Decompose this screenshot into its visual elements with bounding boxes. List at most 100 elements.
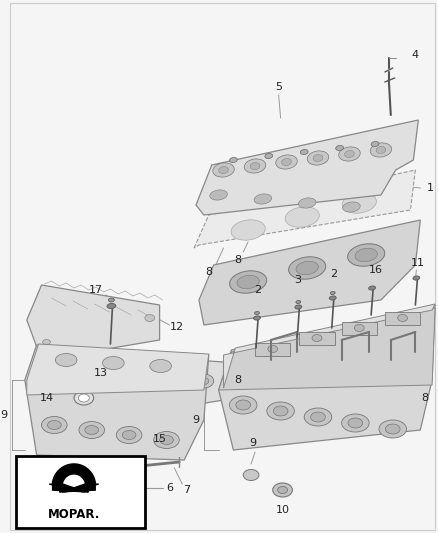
Ellipse shape: [345, 150, 354, 158]
Text: 8: 8: [422, 393, 429, 403]
Polygon shape: [59, 484, 99, 492]
Ellipse shape: [369, 286, 375, 290]
Ellipse shape: [348, 244, 385, 266]
Ellipse shape: [265, 154, 273, 158]
Text: 14: 14: [39, 393, 53, 403]
Text: 8: 8: [235, 255, 242, 265]
Text: 8: 8: [205, 267, 212, 277]
Ellipse shape: [336, 146, 343, 150]
Ellipse shape: [155, 358, 184, 376]
Text: 9: 9: [0, 410, 7, 420]
Ellipse shape: [295, 305, 302, 309]
Ellipse shape: [230, 396, 257, 414]
Polygon shape: [342, 322, 377, 335]
Ellipse shape: [370, 143, 392, 157]
Ellipse shape: [122, 431, 136, 440]
Ellipse shape: [213, 163, 234, 177]
Ellipse shape: [231, 220, 265, 240]
Ellipse shape: [250, 163, 260, 169]
Ellipse shape: [210, 190, 227, 200]
Polygon shape: [25, 345, 209, 460]
Ellipse shape: [398, 314, 407, 321]
Ellipse shape: [343, 202, 360, 212]
Ellipse shape: [289, 257, 326, 279]
Ellipse shape: [145, 314, 155, 321]
Text: 13: 13: [94, 368, 108, 378]
Polygon shape: [194, 170, 415, 248]
Ellipse shape: [385, 424, 400, 434]
Ellipse shape: [312, 335, 322, 342]
Ellipse shape: [278, 487, 287, 494]
Text: 17: 17: [88, 285, 103, 295]
Ellipse shape: [150, 359, 171, 373]
Ellipse shape: [254, 311, 259, 314]
Ellipse shape: [342, 193, 376, 213]
Ellipse shape: [237, 275, 259, 289]
Ellipse shape: [117, 426, 142, 443]
Text: 2: 2: [254, 285, 261, 295]
Polygon shape: [49, 484, 88, 492]
Text: 12: 12: [170, 322, 184, 332]
Text: 15: 15: [152, 434, 166, 444]
Ellipse shape: [342, 414, 369, 432]
Ellipse shape: [300, 149, 308, 155]
Text: MOPAR.: MOPAR.: [48, 508, 100, 521]
Ellipse shape: [313, 155, 323, 161]
Ellipse shape: [243, 470, 259, 481]
Ellipse shape: [78, 394, 89, 402]
Text: 1: 1: [427, 183, 434, 193]
Text: 3: 3: [294, 275, 301, 285]
Ellipse shape: [74, 391, 94, 405]
Ellipse shape: [42, 416, 67, 433]
Text: 11: 11: [411, 258, 425, 268]
Ellipse shape: [273, 483, 293, 497]
Ellipse shape: [355, 248, 377, 262]
Ellipse shape: [159, 435, 173, 445]
Ellipse shape: [285, 207, 319, 227]
Ellipse shape: [230, 271, 267, 293]
Ellipse shape: [379, 420, 406, 438]
Ellipse shape: [254, 316, 261, 320]
Text: 7: 7: [184, 485, 191, 495]
Text: 8: 8: [235, 375, 242, 385]
Text: 10: 10: [49, 493, 64, 503]
Ellipse shape: [330, 292, 335, 295]
Polygon shape: [223, 304, 435, 388]
Ellipse shape: [282, 158, 291, 166]
Text: 9: 9: [250, 438, 257, 448]
Ellipse shape: [154, 432, 179, 448]
Text: 9: 9: [192, 415, 200, 425]
Ellipse shape: [199, 377, 209, 384]
Ellipse shape: [268, 345, 278, 352]
Ellipse shape: [165, 375, 174, 382]
Ellipse shape: [376, 147, 386, 154]
Text: 6: 6: [166, 483, 173, 493]
Text: 10: 10: [276, 505, 290, 515]
Text: 5: 5: [275, 82, 282, 92]
Ellipse shape: [107, 303, 116, 309]
Ellipse shape: [267, 402, 294, 420]
Ellipse shape: [339, 147, 360, 161]
Ellipse shape: [55, 353, 77, 367]
Ellipse shape: [125, 368, 145, 382]
Polygon shape: [219, 305, 435, 450]
Ellipse shape: [194, 374, 214, 388]
Ellipse shape: [42, 340, 50, 344]
Ellipse shape: [276, 155, 297, 169]
Text: 4: 4: [412, 50, 419, 60]
Ellipse shape: [219, 166, 229, 174]
Ellipse shape: [236, 400, 251, 410]
Ellipse shape: [254, 194, 272, 204]
Ellipse shape: [296, 261, 318, 274]
Ellipse shape: [304, 408, 332, 426]
Ellipse shape: [307, 151, 329, 165]
Ellipse shape: [130, 372, 140, 378]
Bar: [16, 456, 145, 528]
Ellipse shape: [109, 298, 114, 302]
Ellipse shape: [46, 467, 67, 482]
Polygon shape: [199, 220, 420, 325]
Polygon shape: [299, 332, 335, 345]
Ellipse shape: [311, 412, 325, 422]
Text: 16: 16: [369, 265, 383, 275]
Ellipse shape: [162, 362, 177, 372]
